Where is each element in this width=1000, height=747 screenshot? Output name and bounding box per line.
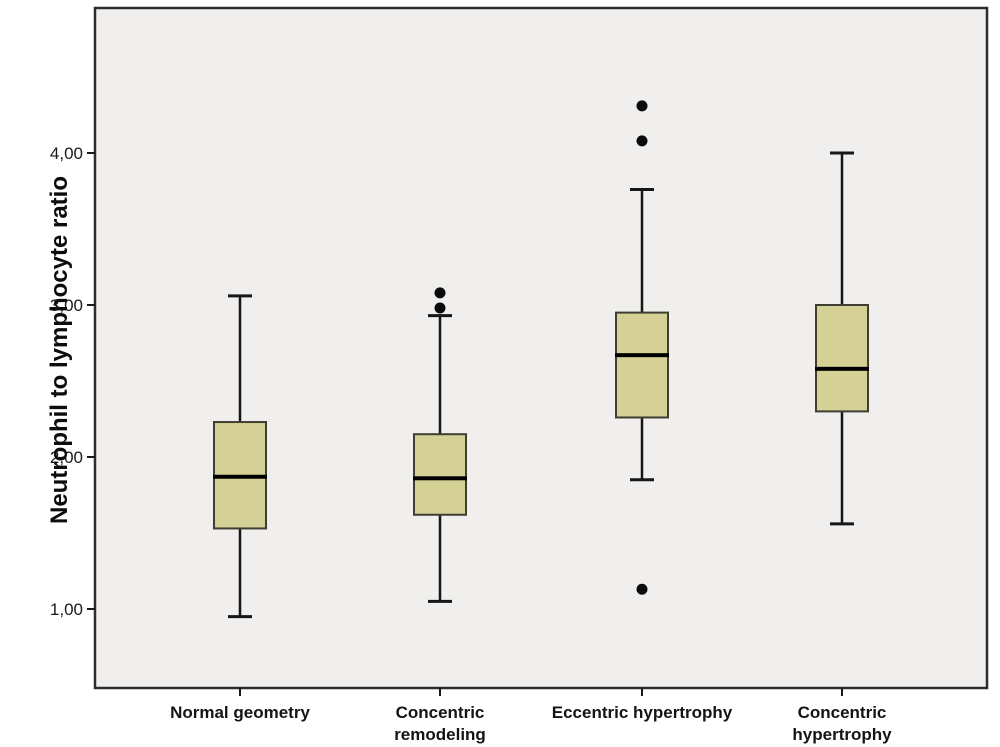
x-axis-category-label: remodeling [394, 725, 486, 744]
outlier-point [636, 135, 648, 147]
y-tick-label: 3,00 [50, 296, 83, 315]
x-axis-category-label: Normal geometry [170, 703, 310, 722]
iqr-box [615, 311, 669, 419]
x-axis-category-label: hypertrophy [792, 725, 892, 744]
outlier-point [434, 287, 446, 299]
outlier-point [434, 302, 446, 314]
x-axis-category-label: Eccentric hypertrophy [552, 703, 733, 722]
x-axis-category-label: Concentric [396, 703, 485, 722]
median-line [413, 476, 467, 481]
median-line [615, 353, 669, 358]
median-line [213, 474, 267, 479]
x-axis-category-label: Concentric [798, 703, 887, 722]
iqr-box [815, 304, 869, 413]
y-tick-label: 1,00 [50, 600, 83, 619]
y-axis-title: Neutrophil to lymphocyte ratio [46, 176, 73, 524]
iqr-box [413, 433, 467, 516]
outlier-point [636, 583, 648, 595]
median-line [815, 366, 869, 371]
y-tick-label: 4,00 [50, 144, 83, 163]
y-tick-label: 2,00 [50, 448, 83, 467]
outlier-point [636, 100, 648, 112]
